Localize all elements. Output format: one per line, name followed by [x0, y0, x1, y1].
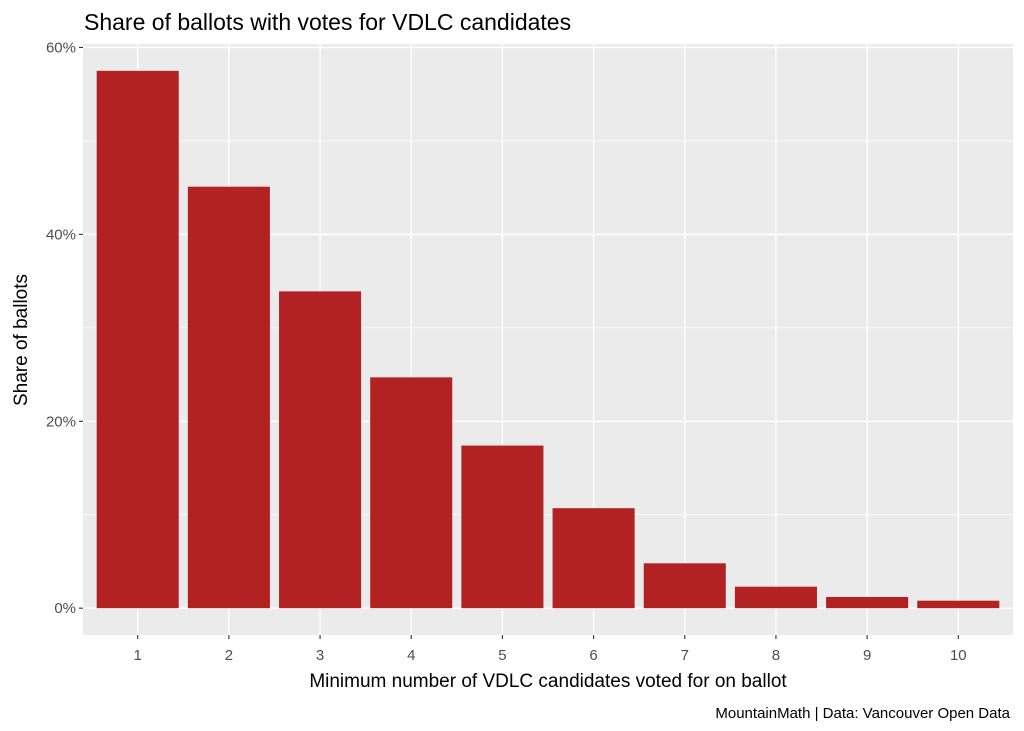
x-tick-label: 4 — [407, 647, 415, 664]
x-tick-label: 9 — [863, 647, 871, 664]
x-tick-label: 6 — [589, 647, 597, 664]
caption: MountainMath | Data: Vancouver Open Data — [715, 705, 1010, 722]
bar-9 — [826, 596, 909, 609]
y-axis: 0% 20% 40% 60% — [46, 39, 83, 617]
x-tick-label: 3 — [316, 647, 324, 664]
x-axis-title: Minimum number of VDLC candidates voted … — [309, 671, 787, 692]
bar-1 — [96, 70, 179, 609]
x-tick-label: 7 — [681, 647, 689, 664]
bars — [96, 70, 1000, 609]
y-axis-title: Share of ballots — [11, 274, 32, 406]
x-axis: 1 2 3 4 5 6 7 8 9 10 — [134, 635, 967, 664]
bar-7 — [643, 563, 726, 609]
bar-3 — [279, 291, 362, 609]
x-tick-label: 1 — [134, 647, 142, 664]
y-tick-label: 0% — [54, 600, 76, 617]
y-tick-label: 20% — [46, 413, 76, 430]
bar-5 — [461, 445, 544, 609]
y-tick-label: 60% — [46, 39, 76, 56]
x-tick-label: 2 — [225, 647, 233, 664]
x-tick-label: 5 — [498, 647, 506, 664]
chart-title: Share of ballots with votes for VDLC can… — [84, 9, 571, 35]
x-tick-label: 8 — [772, 647, 780, 664]
y-tick-label: 40% — [46, 226, 76, 243]
bar-6 — [552, 508, 635, 609]
bar-8 — [734, 586, 817, 609]
x-tick-label: 10 — [950, 647, 967, 664]
bar-2 — [187, 186, 270, 609]
bar-4 — [370, 377, 453, 609]
bar-10 — [917, 600, 1000, 609]
